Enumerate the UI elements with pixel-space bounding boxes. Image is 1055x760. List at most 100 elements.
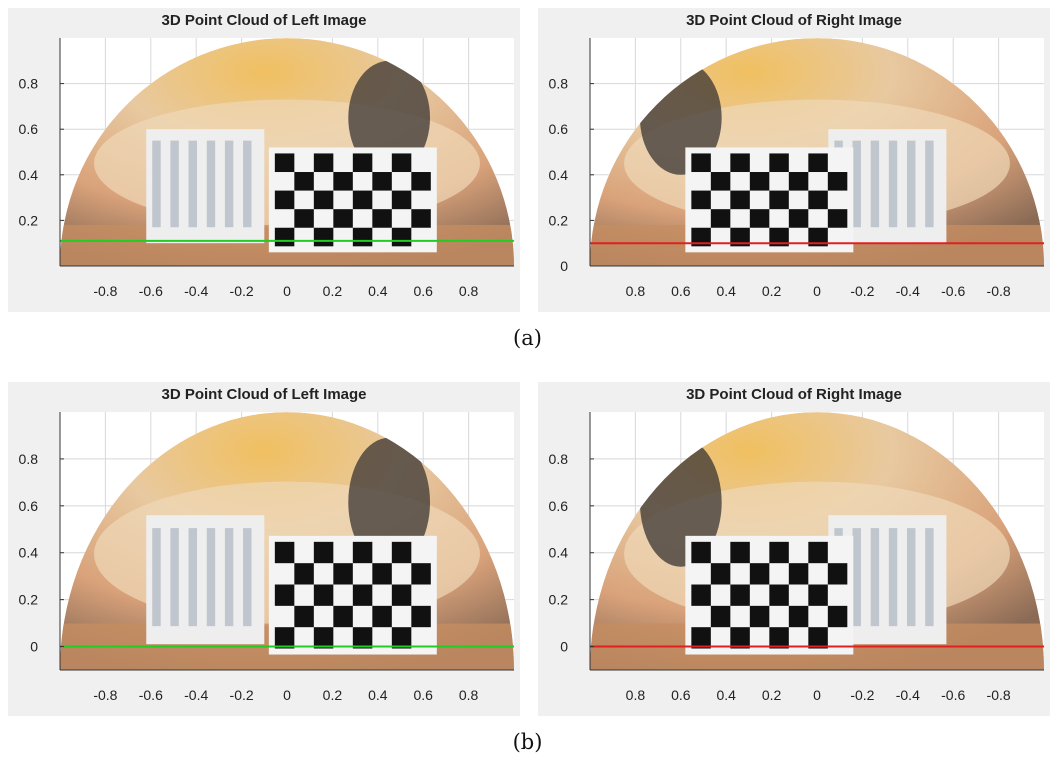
checker-square (372, 209, 392, 228)
y-tick-label: 0.4 (19, 167, 39, 183)
figure-caption-b: (b) (512, 730, 543, 754)
poster-text-column (170, 528, 179, 627)
y-tick-label: 0.2 (549, 212, 569, 228)
checker-square (274, 541, 295, 564)
poster-text-column (925, 140, 934, 228)
poster-text-column (152, 528, 161, 627)
checker-square (391, 627, 412, 649)
checker-square (313, 153, 334, 173)
plot-axes-a-left: -0.8 -0.6 -0.4 -0.2 0 0.2 0.4 0.6 0.8 0.2 0.4 0.6 0.… (19, 38, 514, 299)
y-tick-label: 0.2 (19, 592, 39, 608)
checker-square (313, 541, 334, 564)
checker-square (769, 190, 789, 210)
x-tick-label: 0.8 (626, 283, 646, 299)
checker-square (391, 541, 412, 564)
checker-square (808, 627, 828, 649)
poster-text-column (925, 528, 934, 627)
checker-square (808, 190, 828, 210)
x-tick-label: 0.4 (716, 283, 736, 299)
checker-square (411, 209, 431, 228)
x-tick-label: 0.2 (323, 283, 343, 299)
x-tick-label: -0.4 (896, 283, 920, 299)
checker-square (769, 541, 789, 564)
x-tick-label: 0 (283, 687, 291, 703)
x-tick-label: 0.8 (459, 687, 479, 703)
checker-square (788, 563, 809, 585)
checker-square (827, 563, 848, 585)
checker-square (313, 584, 334, 606)
poster-text-column (224, 528, 234, 627)
checker-square (691, 584, 711, 606)
y-tick-label: 0.8 (19, 76, 39, 92)
x-tick-label: 0.6 (413, 687, 433, 703)
checker-square (827, 605, 848, 628)
checker-square (313, 227, 334, 247)
poster-text-column (152, 140, 161, 228)
checker-square (691, 190, 711, 210)
checker-square (808, 541, 828, 564)
checker-square (274, 627, 295, 649)
y-tick-label: 0.6 (19, 498, 39, 514)
x-tick-label: 0.4 (368, 283, 388, 299)
plot-panel-a-right: 3D Point Cloud of Right Image 0.8 0.6 0.4 0… (538, 8, 1050, 312)
checker-square (372, 172, 392, 191)
x-tick-label: 0 (813, 283, 821, 299)
y-tick-label: 0.4 (549, 167, 569, 183)
x-tick-label: 0.2 (762, 687, 782, 703)
checker-square (808, 227, 828, 247)
checker-square (333, 605, 353, 628)
x-tick-label: -0.4 (184, 687, 208, 703)
checker-square (710, 563, 731, 585)
checker-square (372, 605, 392, 628)
checker-square (333, 209, 353, 228)
poster-text-column (906, 528, 916, 627)
x-tick-label: 0 (813, 687, 821, 703)
x-tick-label: -0.8 (987, 687, 1011, 703)
poster-text-column (188, 140, 198, 228)
x-tick-label: 0.6 (413, 283, 433, 299)
checker-square (691, 227, 711, 247)
y-tick-label: 0.8 (549, 451, 569, 467)
poster-text-column (188, 528, 198, 627)
poster-text-column (206, 140, 216, 228)
plot-axes-b-right: 0.8 0.6 0.4 0.2 0 -0.2 -0.4 -0.6 -0.8 0 0.2 0.4 0.6 0… (549, 412, 1044, 703)
y-tick-label: 0 (560, 639, 568, 655)
checker-square (294, 563, 314, 585)
x-tick-label: -0.8 (93, 283, 117, 299)
checker-square (730, 627, 750, 649)
plot-title: 3D Point Cloud of Left Image (161, 386, 367, 403)
y-tick-label: 0.2 (549, 592, 569, 608)
checker-square (294, 209, 314, 228)
y-tick-label: 0.2 (19, 212, 39, 228)
checker-square (730, 190, 750, 210)
checker-square (294, 605, 314, 628)
checker-square (710, 172, 731, 191)
x-tick-label: -0.8 (93, 687, 117, 703)
y-tick-label: 0.4 (549, 545, 569, 561)
checker-square (691, 541, 711, 564)
checker-square (691, 627, 711, 649)
x-tick-label: 0 (283, 283, 291, 299)
checker-square (274, 190, 295, 210)
y-tick-label: 0.6 (549, 121, 569, 137)
checker-square (333, 563, 353, 585)
checker-square (808, 153, 828, 173)
checker-square (769, 584, 789, 606)
x-tick-label: 0.8 (459, 283, 479, 299)
x-tick-label: -0.6 (139, 687, 163, 703)
poster-text-column (870, 528, 880, 627)
checker-square (313, 190, 334, 210)
poster-text-column (888, 528, 898, 627)
checker-square (730, 541, 750, 564)
y-tick-label: 0.6 (19, 121, 39, 137)
checker-square (749, 172, 770, 191)
checker-square (808, 584, 828, 606)
checker-square (769, 627, 789, 649)
x-tick-label: -0.6 (941, 283, 965, 299)
dark-object (348, 60, 431, 175)
poster-text-column (852, 528, 861, 627)
checker-square (333, 172, 353, 191)
poster-text-column (906, 140, 916, 228)
x-tick-label: 0.4 (368, 687, 388, 703)
checker-square (391, 190, 412, 210)
